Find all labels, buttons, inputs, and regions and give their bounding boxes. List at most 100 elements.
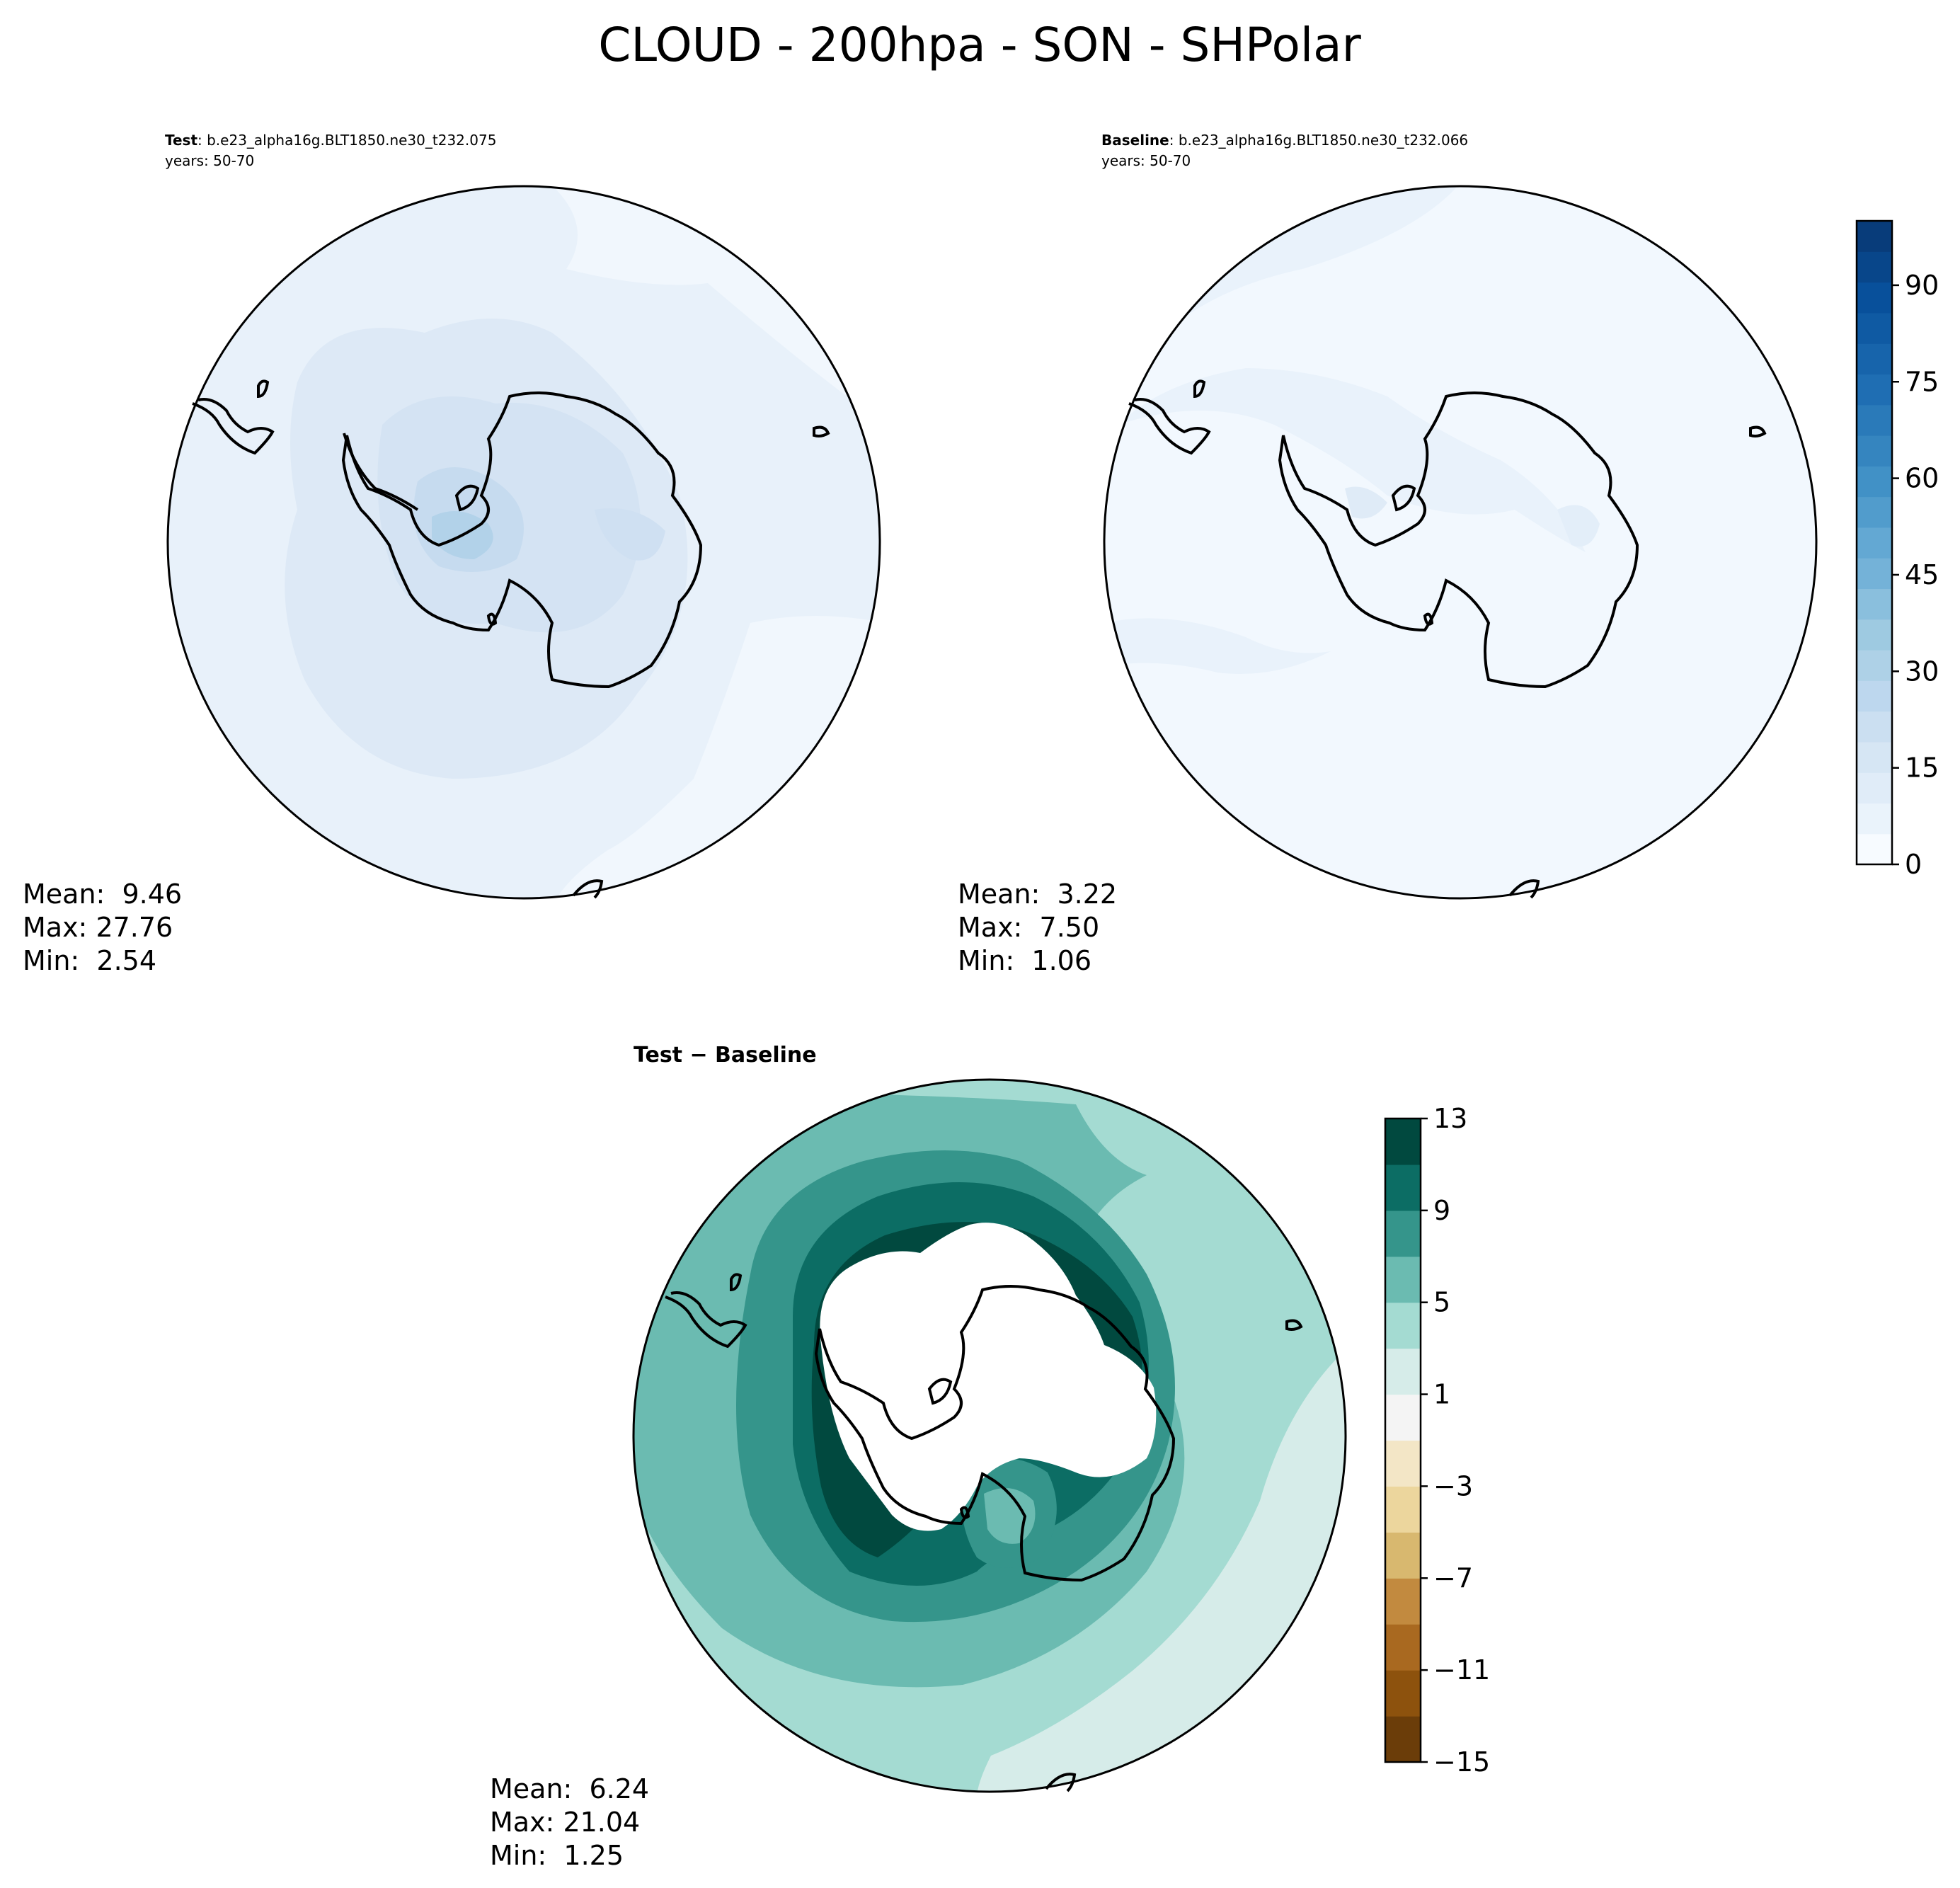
colorbar-diff: 13 9 5 1 −3 −7 −11 −15 [1384,1103,1490,1778]
panel-diff-min: Min: 1.25 [490,1840,624,1871]
coast-test-africa-tip [572,879,604,899]
field-baseline-base [1104,186,1816,898]
colorbar-diff-segment [1385,1256,1421,1303]
map-diff-boundary [632,1078,1347,1793]
panel-test-min: Min: 2.54 [23,945,156,976]
colorbar-diff-segment [1385,1440,1421,1487]
colorbar-main-tick-label: 15 [1905,753,1939,784]
colorbar-main-segment [1857,496,1892,528]
coast-diff-island-3 [1285,1319,1303,1331]
map-baseline-boundary [1103,185,1818,900]
coast-test-peninsula [343,433,419,511]
colorbar-diff-segment [1385,1716,1421,1763]
panel-diff-label: Test − Baseline [634,1043,817,1068]
colorbar-main-tick-label: 75 [1905,366,1939,397]
colorbar-diff-segment [1385,1210,1421,1257]
colorbar-main-segment [1857,680,1892,712]
coast-test-south-america [192,398,275,455]
field-baseline-band-4 [1345,486,1387,519]
colorbar-diff-segment [1385,1302,1421,1349]
coast-baseline-south-america [1128,398,1211,455]
colorbar-main-segment [1857,619,1892,651]
colorbar-main-tick-label: 45 [1905,559,1939,590]
colorbar-main-frame [1855,219,1893,866]
coast-test-island-4 [486,612,498,626]
colorbar-diff-tick-label: 1 [1433,1379,1450,1410]
colorbar-main-tick-label: 30 [1905,656,1939,687]
panel-baseline: Baseline: b.e23_alpha16g.BLT1850.ne30_t2… [958,132,1818,976]
colorbar-diff-segment [1385,1394,1421,1441]
panel-baseline-min: Min: 1.06 [958,945,1091,976]
colorbar-diff-tick-label: −15 [1433,1746,1490,1778]
panel-baseline-years: years: 50-70 [1101,152,1191,169]
coast-diff-africa-tip [1045,1773,1077,1792]
panel-test-years: years: 50-70 [165,152,254,169]
colorbar-main-tick-label: 0 [1905,849,1922,880]
panel-test: Test: b.e23_alpha16g.BLT1850.ne30_t232.0… [23,132,881,976]
coast-test-island-3 [813,425,830,437]
coast-diff-south-america [665,1291,747,1349]
panel-baseline-label: Baseline: b.e23_alpha16g.BLT1850.ne30_t2… [1101,132,1468,149]
panel-test-label: Test: b.e23_alpha16g.BLT1850.ne30_t232.0… [165,132,496,149]
coast-baseline-island-4 [1423,612,1434,626]
colorbar-main-tick-label: 90 [1905,270,1939,301]
field-baseline-band-1 [1110,186,1458,396]
map-diff [634,1080,1346,1792]
map-test [168,186,880,898]
panel-baseline-mean: Mean: 3.22 [958,879,1117,910]
colorbar-diff-segment [1385,1578,1421,1625]
coast-baseline-island-1 [1391,484,1416,512]
colorbar-main-segment [1857,221,1892,252]
colorbar-diff-tick-label: 5 [1433,1287,1450,1318]
colorbar-diff-frame [1384,1117,1422,1763]
colorbar-main-segment [1857,711,1892,743]
colorbar-main-segment [1857,312,1892,344]
colorbar-diff-segment [1385,1119,1421,1165]
panel-baseline-label-case: : b.e23_alpha16g.BLT1850.ne30_t232.066 [1169,132,1468,149]
figure-title: CLOUD - 200hpa - SON - SHPolar [598,18,1361,72]
panel-test-label-bold: Test [165,132,197,149]
colorbar-main-segment [1857,772,1892,804]
coast-diff-island-4 [959,1506,970,1519]
colorbar-main-segment [1857,527,1892,559]
colorbar-main-segment [1857,282,1892,314]
panel-diff: Test − Baseline Mean: 6.24 Max: 21.04 Mi… [490,1043,1347,1871]
colorbar-diff-tick-label: 9 [1433,1195,1450,1226]
panel-baseline-label-bold: Baseline [1101,132,1169,149]
colorbar-diff-segment [1385,1624,1421,1671]
colorbar-diff-segment [1385,1164,1421,1211]
panel-test-label-case: : b.e23_alpha16g.BLT1850.ne30_t232.075 [197,132,496,149]
field-baseline-band-2 [1118,368,1586,552]
coast-diff [665,1273,1303,1792]
colorbar-diff-segment [1385,1348,1421,1395]
colorbar-diff-tick-label: 13 [1433,1103,1467,1134]
coast-test-antarctica [341,391,703,689]
coast-baseline-island-3 [1749,425,1767,437]
coast-baseline-antarctica [1278,391,1639,689]
field-test-band-7 [595,508,665,561]
coast-diff-island-1 [927,1378,953,1405]
colorbar-main-segment [1857,435,1892,467]
colorbar-diff-segment [1385,1670,1421,1717]
coast-diff-antarctica [814,1285,1176,1582]
colorbar-main-segment [1857,558,1892,590]
panel-diff-max: Max: 21.04 [490,1807,640,1838]
coast-baseline [1128,379,1767,899]
colorbar-diff-tick-label: −11 [1433,1654,1490,1686]
field-baseline-band-5 [1557,505,1600,547]
colorbar-main-segment [1857,343,1892,375]
colorbar-diff-tick-label: −7 [1433,1562,1473,1594]
coast-test-island-2 [257,379,270,399]
panel-diff-mean: Mean: 6.24 [490,1773,649,1804]
colorbar-diff-segment [1385,1532,1421,1579]
colorbar-main-segment [1857,404,1892,436]
panel-baseline-max: Max: 7.50 [958,912,1099,943]
coast-test-island-1 [454,484,480,512]
colorbar-main-segment [1857,466,1892,498]
map-test-boundary [166,185,881,900]
colorbar-main-segment [1857,588,1892,620]
panel-test-max: Max: 27.76 [23,912,173,943]
colorbar-main: 0 15 30 45 60 75 90 [1855,219,1939,880]
colorbar-main-segment [1857,374,1892,406]
